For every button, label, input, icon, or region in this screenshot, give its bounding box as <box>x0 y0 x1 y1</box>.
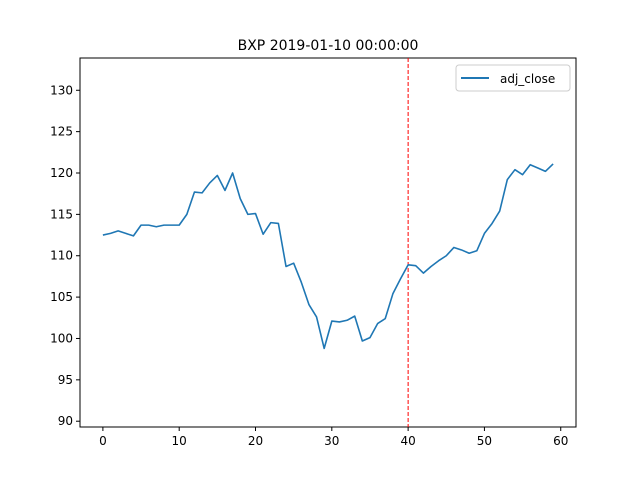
chart-title: BXP 2019-01-10 00:00:00 <box>238 38 419 54</box>
y-tick-label: 110 <box>50 249 73 263</box>
x-tick-label: 30 <box>324 434 339 448</box>
legend-label: adj_close <box>500 72 555 86</box>
plot-area <box>102 58 554 427</box>
x-tick-label: 10 <box>172 434 187 448</box>
axes-frame <box>79 57 577 428</box>
y-tick-label: 125 <box>50 125 73 139</box>
axes: 0 10 20 30 40 50 60 90 95 100 105 110 115 120 125 130 <box>50 57 577 448</box>
y-tick-label: 95 <box>58 373 73 387</box>
y-tick-label: 90 <box>58 414 73 428</box>
y-tick-label: 115 <box>50 207 73 221</box>
legend-box <box>455 64 571 92</box>
x-tick-label: 40 <box>400 434 415 448</box>
series-line-adj_close <box>102 163 554 350</box>
y-tick-label: 130 <box>50 83 73 97</box>
y-tick-label: 100 <box>50 331 73 345</box>
x-tick-label: 20 <box>248 434 263 448</box>
x-tick-label: 60 <box>553 434 568 448</box>
x-tick-label: 0 <box>99 434 107 448</box>
y-tick-label: 120 <box>50 166 73 180</box>
x-tick-label: 50 <box>477 434 492 448</box>
legend: adj_close <box>455 64 571 92</box>
y-tick-label: 105 <box>50 290 73 304</box>
